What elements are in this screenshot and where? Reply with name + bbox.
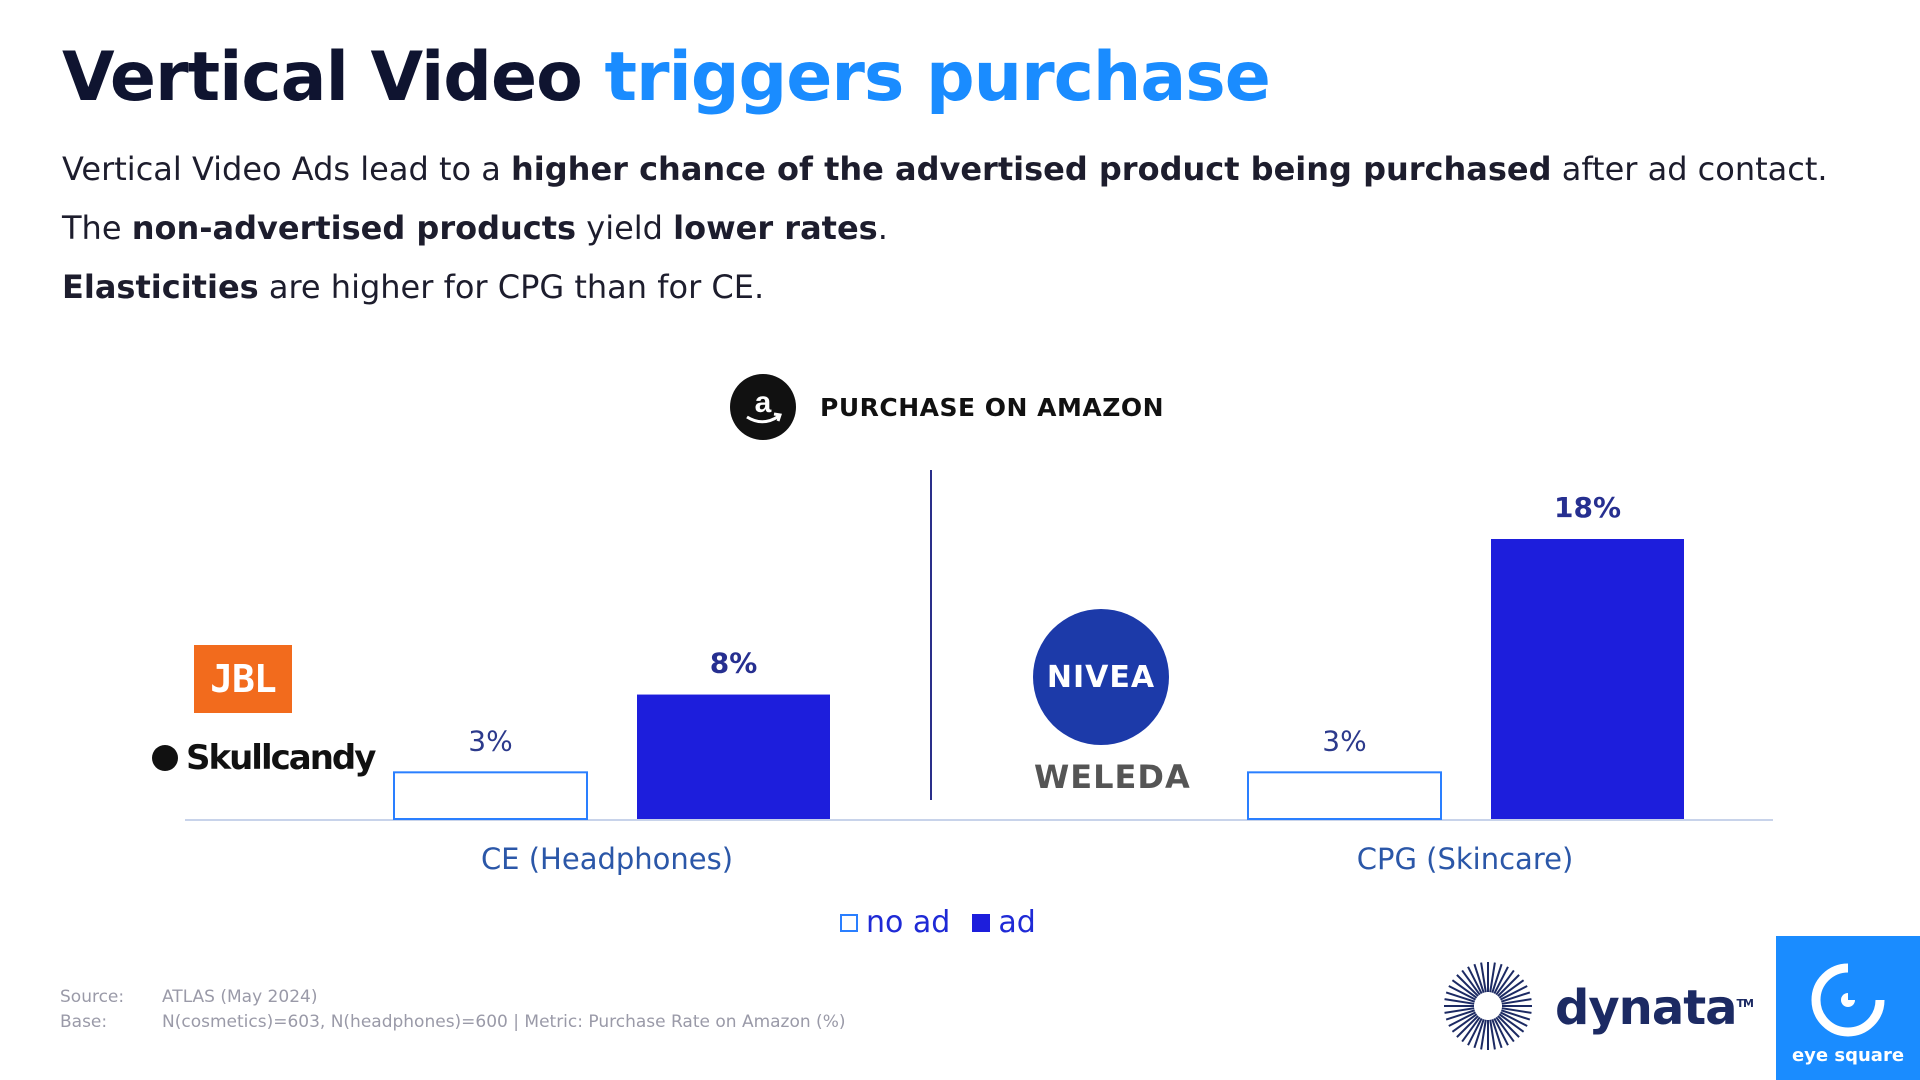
jbl-logo: JBL xyxy=(194,645,292,713)
burst-ray xyxy=(1495,1016,1515,1043)
burst-ray xyxy=(1456,974,1479,997)
amazon-arrow xyxy=(773,412,782,422)
nivea-logo: NIVEA xyxy=(1033,609,1169,745)
burst-ray xyxy=(1445,1009,1475,1021)
burst-ray xyxy=(1445,991,1475,1003)
data-label-ad-ce: 8% xyxy=(710,647,758,680)
category-label-ce: CE (Headphones) xyxy=(481,842,733,876)
legend-label-no-ad: no ad xyxy=(866,905,951,940)
burst-ray xyxy=(1480,1019,1487,1050)
body-line-2: The non-advertised products yield lower … xyxy=(62,209,888,247)
burst-ray xyxy=(1461,1016,1481,1043)
burst-ray xyxy=(1491,1019,1503,1049)
data-label-ad-cpg: 18% xyxy=(1554,491,1621,524)
body-text: are higher for CPG than for CE. xyxy=(258,268,765,306)
legend-swatch-ad xyxy=(972,913,991,932)
dynata-burst-icon xyxy=(1444,962,1532,1050)
burst-ray xyxy=(1444,998,1475,1005)
base-label: Base: xyxy=(60,1012,108,1032)
category-label-cpg: CPG (Skincare) xyxy=(1357,842,1574,876)
burst-ray xyxy=(1480,962,1487,993)
data-label-no-ad-ce: 3% xyxy=(468,724,512,757)
eye-cutout xyxy=(1848,963,1885,1000)
body-text: yield xyxy=(576,209,674,247)
burst-ray xyxy=(1444,1007,1475,1014)
burst-ray xyxy=(1493,966,1509,994)
burst-ray xyxy=(1451,1013,1478,1033)
body-text: Vertical Video Ads lead to a xyxy=(62,150,512,188)
weleda-logo: WELEDA xyxy=(1034,758,1191,796)
burst-ray xyxy=(1500,985,1528,1001)
burst-ray xyxy=(1461,969,1481,996)
burst-ray xyxy=(1501,1007,1532,1014)
burst-ray xyxy=(1498,979,1525,999)
body-text: after ad contact. xyxy=(1551,150,1828,188)
burst-ray xyxy=(1498,1013,1525,1033)
burst-ray xyxy=(1467,966,1483,994)
burst-ray xyxy=(1500,1011,1528,1027)
eye-square-logo: eye square xyxy=(1776,936,1920,1080)
burst-ray xyxy=(1467,1018,1483,1046)
burst-ray xyxy=(1501,1009,1531,1021)
burst-ray xyxy=(1451,979,1478,999)
legend-swatch-no-ad xyxy=(840,913,858,932)
eye-square-wordmark: eye square xyxy=(1791,1045,1905,1066)
body-bold: higher chance of the advertised product … xyxy=(511,150,1552,188)
bar-no-ad-cpg xyxy=(1247,771,1442,821)
amazon-smile xyxy=(746,414,780,424)
title-accent: triggers purchase xyxy=(604,38,1271,117)
dynata-trademark: TM xyxy=(1736,997,1754,1010)
burst-ray xyxy=(1491,963,1503,993)
source-label: Source: xyxy=(60,987,125,1007)
dynata-logo: dynataTM xyxy=(1555,980,1754,1036)
body-text: The xyxy=(62,209,132,247)
amazon-glyph-letter: a xyxy=(755,386,772,419)
eye-square-icon xyxy=(1811,963,1885,1037)
skull-icon xyxy=(152,745,178,771)
burst-ray xyxy=(1473,963,1485,993)
burst-ray xyxy=(1497,1015,1520,1038)
chart-divider xyxy=(930,470,932,800)
burst-ray xyxy=(1473,1019,1485,1049)
burst-ray xyxy=(1497,974,1520,997)
burst-ray xyxy=(1456,1015,1479,1038)
source-value: ATLAS (May 2024) xyxy=(162,987,318,1007)
burst-ray xyxy=(1448,985,1476,1001)
burst-ray xyxy=(1501,998,1532,1005)
body-text: . xyxy=(877,209,888,247)
purchase-chart: 3% 8% CE (Headphones) 3% 18% CPG (Skincare) xyxy=(185,491,1773,876)
chart-header: a PURCHASE ON AMAZON xyxy=(730,374,1164,440)
base-value: N(cosmetics)=603, N(headphones)=600 | Me… xyxy=(162,1012,846,1032)
skullcandy-wordmark: Skullcandy xyxy=(186,738,376,778)
legend-label-ad: ad xyxy=(998,905,1036,940)
skullcandy-logo: Skullcandy xyxy=(152,738,376,778)
bar-ad-ce xyxy=(637,694,830,819)
bar-ad-cpg xyxy=(1491,539,1684,819)
body-bold: Elasticities xyxy=(62,268,259,306)
body-bold: lower rates xyxy=(673,209,878,247)
burst-ray xyxy=(1501,991,1531,1003)
body-bold: non-advertised products xyxy=(131,209,577,247)
amazon-glyph: a xyxy=(746,386,782,424)
chart-title: PURCHASE ON AMAZON xyxy=(820,392,1165,422)
chart-legend: no ad ad xyxy=(840,905,1036,940)
amazon-logo-icon: a xyxy=(730,374,796,440)
body-line-1: Vertical Video Ads lead to a higher chan… xyxy=(62,150,1828,188)
burst-ray xyxy=(1489,1019,1496,1050)
title-main: Vertical Video xyxy=(62,38,583,117)
burst-ray xyxy=(1495,969,1515,996)
burst-ray xyxy=(1493,1018,1509,1046)
burst-ray xyxy=(1448,1011,1476,1027)
burst-ray xyxy=(1489,962,1496,993)
data-label-no-ad-cpg: 3% xyxy=(1322,724,1366,757)
body-line-3: Elasticities are higher for CPG than for… xyxy=(62,268,764,306)
dynata-wordmark: dynata xyxy=(1555,980,1738,1036)
page-title: Vertical Video triggers purchase xyxy=(62,38,1271,117)
bar-no-ad-ce xyxy=(393,771,588,821)
